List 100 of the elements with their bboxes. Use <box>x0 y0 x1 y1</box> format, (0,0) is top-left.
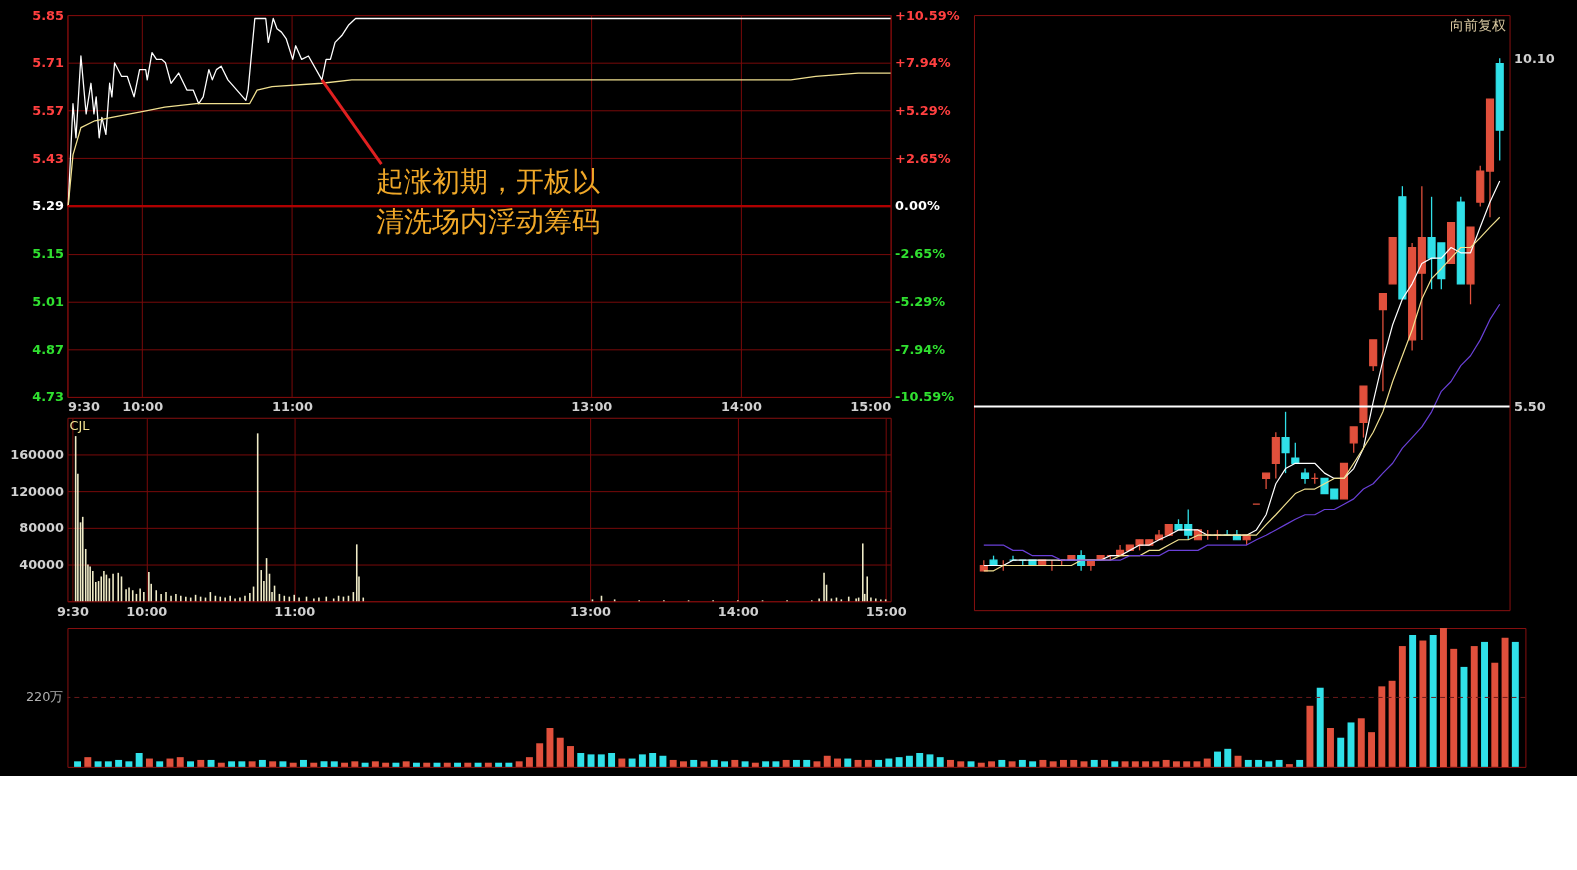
line-series <box>67 72 892 207</box>
bar <box>1450 648 1458 767</box>
bar <box>515 761 523 767</box>
y2-tick-label: -2.65% <box>895 246 946 262</box>
y-tick-label: 5.85 <box>32 7 64 23</box>
bar <box>864 759 872 767</box>
bar <box>464 762 472 767</box>
bar <box>905 755 913 767</box>
bar <box>844 758 852 767</box>
bar <box>1142 761 1150 767</box>
bar <box>1378 686 1386 767</box>
bar <box>156 761 164 767</box>
y-tick-label: 4.87 <box>32 341 64 357</box>
x-tick-label: 15:00 <box>850 399 892 415</box>
bar <box>135 752 143 767</box>
bar <box>300 759 307 767</box>
bar <box>669 759 677 767</box>
y-tick-label: 5.71 <box>32 55 64 71</box>
bar <box>1481 641 1488 767</box>
bar <box>217 762 225 767</box>
y-tick-label: 5.29 <box>32 198 64 214</box>
bar <box>1296 759 1304 767</box>
bar <box>1224 748 1232 767</box>
bar <box>772 761 780 767</box>
bar <box>1275 759 1283 767</box>
bar <box>443 762 451 767</box>
bar <box>577 752 585 767</box>
bar <box>392 762 400 767</box>
bar <box>1409 634 1417 767</box>
bar <box>721 761 729 767</box>
bar <box>679 761 687 767</box>
bar <box>145 758 153 767</box>
x-tick-label: 15:00 <box>865 603 907 619</box>
candlestick <box>1281 411 1290 474</box>
bar <box>567 746 574 767</box>
bar <box>1491 662 1499 767</box>
bar <box>115 759 123 767</box>
bar <box>1316 687 1324 767</box>
bar <box>1172 761 1180 767</box>
bar <box>1357 718 1365 767</box>
bar <box>1059 759 1067 767</box>
y2-tick-label: +7.94% <box>895 55 951 71</box>
bar <box>402 761 410 767</box>
bar <box>207 759 215 767</box>
y-tick-label: 5.15 <box>32 246 64 262</box>
candlestick <box>1349 426 1358 454</box>
bar <box>474 762 482 767</box>
y2-tick-label: -10.59% <box>895 389 955 405</box>
bar <box>269 761 277 767</box>
bar <box>690 759 698 767</box>
bar <box>279 761 287 767</box>
y2-tick-label: +2.65% <box>895 150 951 166</box>
x-tick-label: 10:00 <box>122 399 164 415</box>
x-tick-label: 14:00 <box>717 603 759 619</box>
bar <box>1029 761 1037 767</box>
bar <box>258 759 266 767</box>
bar <box>608 752 616 767</box>
bar <box>94 761 102 767</box>
y-tick-label: 5.50 <box>1514 398 1546 414</box>
bar <box>454 762 461 767</box>
bar <box>310 762 318 767</box>
x-tick-label: 13:00 <box>571 399 613 415</box>
y-tick-label: 5.57 <box>32 103 64 118</box>
ref-line-label: 220万 <box>25 689 64 705</box>
bar <box>875 759 883 767</box>
bar <box>649 752 657 767</box>
bar <box>998 759 1006 767</box>
bar <box>1501 637 1509 767</box>
bar <box>1244 759 1252 767</box>
bar <box>700 761 708 767</box>
bar <box>125 761 133 767</box>
y2-tick-label: -7.94% <box>895 341 946 357</box>
bar <box>587 754 595 767</box>
bar <box>1368 732 1376 767</box>
bar <box>341 762 349 767</box>
bar <box>792 759 800 767</box>
y-tick-label: 5.43 <box>32 150 64 166</box>
bar <box>854 759 862 767</box>
bar <box>320 761 328 767</box>
bar <box>1265 761 1273 767</box>
bar <box>741 761 749 767</box>
candlestick <box>1378 293 1387 393</box>
bar <box>1398 646 1406 767</box>
bar <box>382 762 390 767</box>
bar <box>1183 761 1191 767</box>
y2-tick-label: +10.59% <box>895 7 960 23</box>
y-tick-label: 80000 <box>19 520 65 536</box>
bar <box>371 761 379 767</box>
bar <box>1234 755 1242 767</box>
bar <box>525 757 533 767</box>
bar <box>361 762 369 767</box>
bar <box>1101 759 1108 767</box>
bar <box>967 761 975 767</box>
bar <box>1018 759 1026 767</box>
bar <box>1111 761 1119 767</box>
x-tick-label: 11:00 <box>274 603 316 619</box>
y-tick-label: 4.73 <box>32 389 64 405</box>
bar <box>1039 759 1047 767</box>
bar <box>782 759 790 767</box>
bar <box>495 762 503 767</box>
